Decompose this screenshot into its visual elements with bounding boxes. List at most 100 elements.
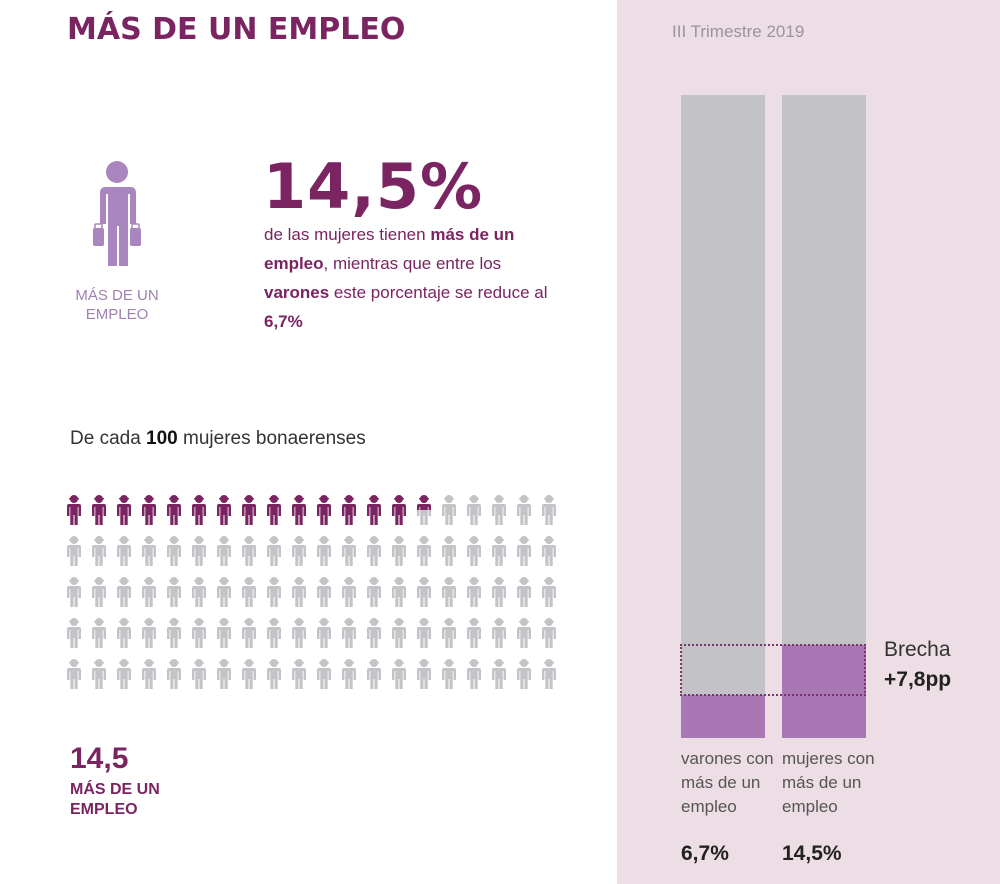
person-icon (216, 617, 232, 649)
person-icon (541, 617, 557, 649)
person-icon (441, 576, 457, 608)
bar-track (782, 95, 866, 738)
person-icon (366, 494, 382, 526)
person-with-briefcases-icon (92, 160, 142, 270)
person-icon (516, 617, 532, 649)
person-icon (241, 576, 257, 608)
person-icon (116, 658, 132, 690)
person-icon (491, 617, 507, 649)
person-icon (541, 494, 557, 526)
person-icon (416, 658, 432, 690)
person-icon (316, 658, 332, 690)
bar-value-label: 14,5% (782, 842, 842, 866)
person-icon (166, 658, 182, 690)
person-icon (441, 658, 457, 690)
person-icon (141, 658, 157, 690)
person-icon (91, 535, 107, 567)
person-icon (66, 617, 82, 649)
person-icon (166, 617, 182, 649)
person-icon (91, 576, 107, 608)
person-icon (91, 494, 107, 526)
person-icon (416, 535, 432, 567)
page-title: MÁS DE UN EMPLEO (67, 12, 405, 47)
person-icon (516, 576, 532, 608)
person-icon (241, 658, 257, 690)
person-icon (541, 658, 557, 690)
person-icon (291, 617, 307, 649)
pictogram-summary-label: MÁS DE UNEMPLEO (70, 780, 160, 820)
intro-bold: 100 (146, 428, 178, 449)
person-icon (166, 535, 182, 567)
person-icon (466, 494, 482, 526)
person-icon (391, 658, 407, 690)
person-icon (391, 535, 407, 567)
person-icon (191, 658, 207, 690)
person-icon (316, 535, 332, 567)
person-icon (191, 576, 207, 608)
person-icon (466, 535, 482, 567)
person-icon (341, 494, 357, 526)
person-icon (191, 535, 207, 567)
person-icon (291, 494, 307, 526)
person-icon (391, 617, 407, 649)
person-icon (466, 658, 482, 690)
bar-value-label: 6,7% (681, 842, 729, 866)
person-icon (266, 658, 282, 690)
person-icon (241, 494, 257, 526)
person-icon (116, 494, 132, 526)
person-icon (516, 494, 532, 526)
person-icon (216, 658, 232, 690)
person-icon (141, 576, 157, 608)
person-icon (416, 494, 432, 526)
person-icon (491, 576, 507, 608)
bar-track (681, 95, 765, 738)
person-icon (391, 494, 407, 526)
person-icon (166, 494, 182, 526)
person-icon (91, 617, 107, 649)
person-icon (541, 535, 557, 567)
bar-category-label: varones con más de un empleo (681, 747, 776, 819)
person-icon (491, 658, 507, 690)
person-icon (66, 576, 82, 608)
person-icon (66, 658, 82, 690)
intro-suffix: mujeres bonaerenses (178, 428, 366, 449)
pictogram-intro: De cada 100 mujeres bonaerenses (70, 428, 366, 450)
person-icon (341, 617, 357, 649)
person-icon (241, 617, 257, 649)
summary-label-line: EMPLEO (70, 800, 160, 820)
person-icon (316, 576, 332, 608)
intro-prefix: De cada (70, 428, 146, 449)
gap-highlight-box (680, 644, 866, 696)
description-part: , mientras que entre los (324, 254, 502, 273)
person-icon (491, 494, 507, 526)
person-icon (341, 535, 357, 567)
person-icon (166, 576, 182, 608)
person-icon (441, 617, 457, 649)
person-icon (366, 658, 382, 690)
pictogram-summary-value: 14,5 (70, 742, 128, 776)
gap-value: +7,8pp (884, 668, 951, 692)
person-icon (216, 494, 232, 526)
person-icon (116, 576, 132, 608)
person-icon (291, 576, 307, 608)
description-part: este porcentaje se reduce al (329, 283, 547, 302)
person-icon (491, 535, 507, 567)
person-icon (141, 494, 157, 526)
person-icon (441, 535, 457, 567)
person-icon (191, 494, 207, 526)
person-icon (516, 658, 532, 690)
person-icon (66, 494, 82, 526)
person-icon (191, 617, 207, 649)
person-icon (216, 576, 232, 608)
person-icon (91, 658, 107, 690)
person-icon (341, 576, 357, 608)
person-icon (366, 576, 382, 608)
headline-description: de las mujeres tienen más de un empleo, … (264, 220, 564, 336)
person-icon (316, 494, 332, 526)
person-icon (416, 617, 432, 649)
description-part: 6,7% (264, 312, 303, 331)
summary-label-line: MÁS DE UN (70, 780, 160, 800)
person-icon (291, 658, 307, 690)
person-icon (416, 576, 432, 608)
description-part: varones (264, 283, 329, 302)
